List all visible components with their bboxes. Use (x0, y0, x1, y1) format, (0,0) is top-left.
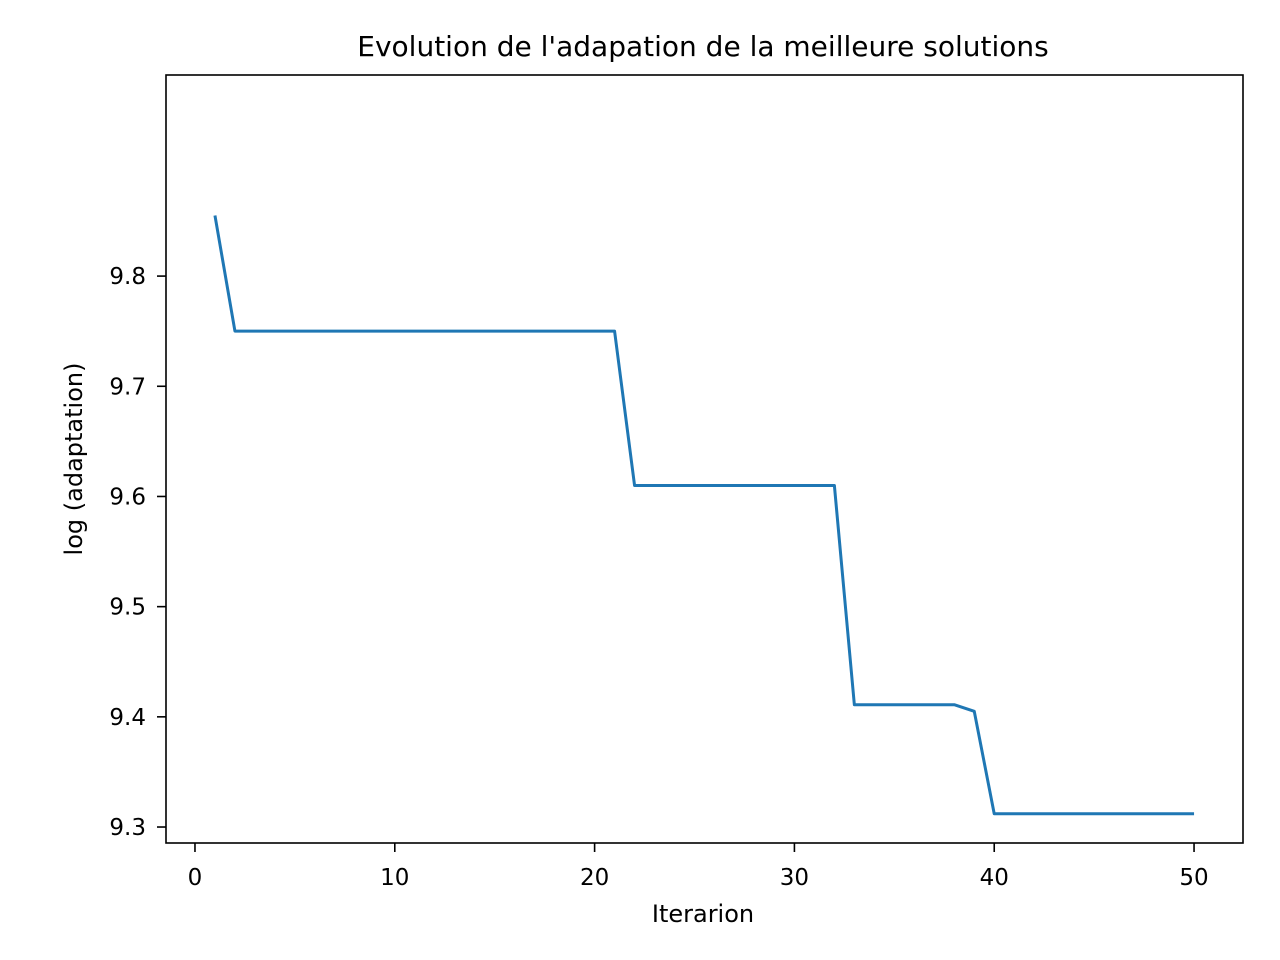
x-tick-label: 40 (980, 865, 1009, 891)
x-axis-label: Iterarion (652, 900, 754, 928)
series-line (213, 215, 1195, 816)
y-axis-label: log (adaptation) (60, 363, 88, 556)
y-tick-label: 9.6 (109, 484, 146, 510)
plot-frame (165, 74, 1244, 844)
y-tick-label: 9.7 (109, 374, 146, 400)
y-tick-label: 9.4 (109, 705, 146, 731)
y-axis-ticks: 9.3 9.4 9.5 9.6 9.7 9.8 (109, 264, 166, 841)
chart-title: Evolution de l'adapation de la meilleure… (357, 30, 1048, 63)
x-tick-label: 20 (580, 865, 609, 891)
y-tick-label: 9.5 (109, 595, 146, 621)
y-tick-label: 9.3 (109, 815, 146, 841)
x-axis-ticks: 0 10 20 30 40 50 (188, 843, 1209, 891)
x-tick-label: 30 (780, 865, 809, 891)
x-tick-label: 0 (188, 865, 203, 891)
x-tick-label: 50 (1179, 865, 1208, 891)
y-tick-label: 9.8 (109, 264, 146, 290)
x-tick-label: 10 (380, 865, 409, 891)
